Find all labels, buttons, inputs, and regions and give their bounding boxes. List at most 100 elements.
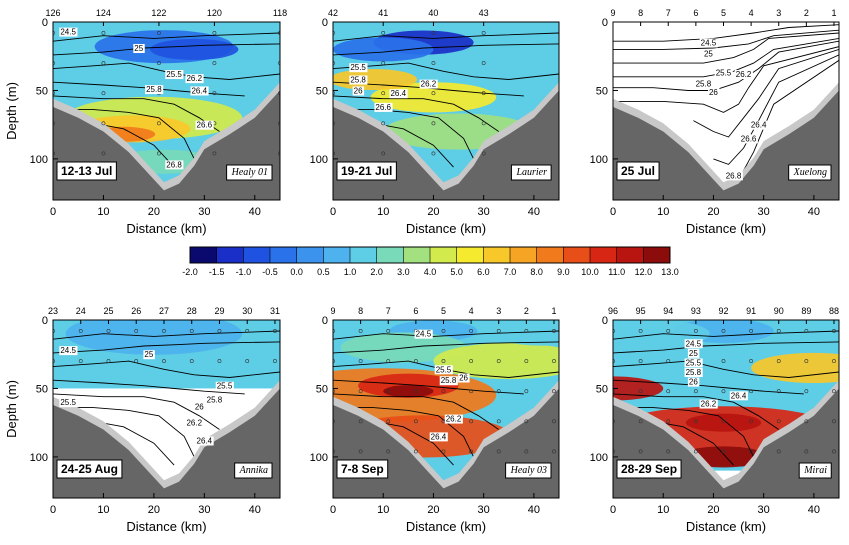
station-sample-marker (552, 389, 556, 394)
ship-label: Healy 03 (510, 465, 547, 476)
station-sample-marker (721, 359, 726, 363)
station-sample-marker (524, 329, 529, 333)
date-box (336, 161, 397, 181)
station-sample-marker (481, 91, 486, 96)
date-label: 12-13 Jul (61, 164, 112, 178)
isopycnal-label: 26.2 (421, 80, 437, 89)
station-sample-marker (358, 449, 363, 454)
station-sample-marker (496, 359, 501, 363)
isopycnal-label: 26 (709, 88, 718, 97)
station-sample-marker (721, 329, 726, 333)
station-label: 124 (96, 8, 111, 18)
x-tick-label: 30 (478, 206, 490, 218)
station-label: 40 (428, 8, 438, 18)
isopycnal-label: 26.2 (701, 400, 717, 409)
station-sample-marker (693, 449, 698, 454)
isopycnal-label-bg (143, 350, 155, 360)
station-sample-marker (832, 329, 836, 333)
station-sample-marker (431, 121, 436, 126)
isopycnal-line (613, 24, 839, 42)
station-sample-marker (106, 329, 111, 333)
x-tick-label: 10 (97, 206, 109, 218)
ship-box (510, 164, 552, 181)
isopycnal-line (53, 360, 280, 378)
temperature-blob (150, 38, 239, 60)
isopycnal-label: 24.5 (701, 39, 717, 48)
station-sample-marker (693, 419, 698, 424)
station-label: 43 (479, 8, 489, 18)
station-sample-marker (832, 419, 836, 424)
x-tick-label: 20 (707, 206, 719, 218)
station-sample-marker (101, 61, 106, 65)
colorbar-label: -1.5 (209, 267, 225, 277)
station-sample-marker (749, 419, 754, 424)
isopycnal-label-bg (699, 399, 718, 409)
colorbar-label: 0.0 (290, 267, 303, 277)
colorbar-label: -2.0 (182, 267, 198, 277)
station-sample-marker (245, 329, 250, 333)
temperature-blob (433, 343, 559, 380)
seafloor (613, 90, 839, 200)
colorbar-swatch (376, 247, 404, 263)
isopycnal-label: 26.6 (741, 134, 757, 143)
colorbar-label: 3.0 (397, 267, 410, 277)
isopycnal-label: 26 (689, 378, 698, 387)
station-sample-marker (776, 389, 781, 394)
date-label: 25 Jul (621, 164, 655, 178)
station-label: 24 (76, 306, 86, 316)
colorbar-swatch (190, 247, 218, 263)
y-tick-label: 50 (36, 383, 48, 395)
isopycnal-label-bg (419, 79, 438, 89)
isopycnal-label-bg (389, 89, 408, 99)
isopycnal-line (613, 379, 804, 395)
station-sample-marker (666, 329, 671, 333)
isopycnal-line (333, 32, 559, 42)
isopycnal-label: 24.5 (416, 330, 432, 339)
station-sample-marker (333, 449, 335, 454)
station-sample-marker (481, 151, 486, 156)
station-sample-marker (245, 359, 250, 363)
station-sample-marker (776, 419, 781, 424)
station-sample-marker (157, 61, 161, 65)
station-sample-marker (481, 121, 486, 126)
station-sample-marker (431, 151, 436, 156)
station-label: 89 (801, 306, 811, 316)
y-axis-label: Depth (m) (4, 380, 19, 438)
colorbar-swatch (563, 247, 591, 263)
section-panel-0: 24.5 25 25.5 25.8 26.2 26.4 26.6 26.8 0 10 20 30 40 0… (4, 8, 287, 236)
isopycnal-line (613, 37, 839, 78)
isopycnal-label-bg (59, 27, 78, 37)
station-sample-marker (157, 31, 161, 35)
isopycnal-line (373, 122, 454, 168)
isopycnal-label: 25.8 (441, 376, 457, 385)
isopycnal-label-bg (59, 398, 78, 408)
colorbar-label: 0.5 (317, 267, 330, 277)
isopycnal-line (53, 109, 195, 160)
station-sample-marker (496, 329, 501, 333)
date-box (616, 161, 660, 181)
station-sample-marker (358, 389, 363, 394)
isopycnal-label-bg (185, 418, 204, 428)
date-label: 28-29 Sep (621, 462, 677, 476)
isopycnal-line (613, 29, 839, 50)
colorbar-label: 11.0 (608, 267, 625, 277)
station-sample-marker (638, 449, 643, 454)
isopycnal-label-bg (707, 87, 720, 97)
station-sample-marker (552, 359, 556, 363)
colorbar-label: 2.0 (370, 267, 383, 277)
station-sample-marker (638, 359, 643, 363)
station-sample-marker (212, 61, 217, 65)
station-sample-marker (469, 449, 474, 454)
seafloor (333, 388, 559, 498)
colorbar-label: 10.0 (581, 267, 599, 277)
station-sample-marker (776, 359, 781, 363)
date-box (336, 459, 389, 479)
station-sample-marker (776, 329, 781, 333)
station-sample-marker (78, 359, 83, 363)
station-sample-marker (469, 419, 474, 424)
temperature-blob (493, 321, 559, 346)
station-label: 3 (496, 306, 501, 316)
station-label: 4 (469, 306, 474, 316)
ship-box (798, 462, 832, 479)
